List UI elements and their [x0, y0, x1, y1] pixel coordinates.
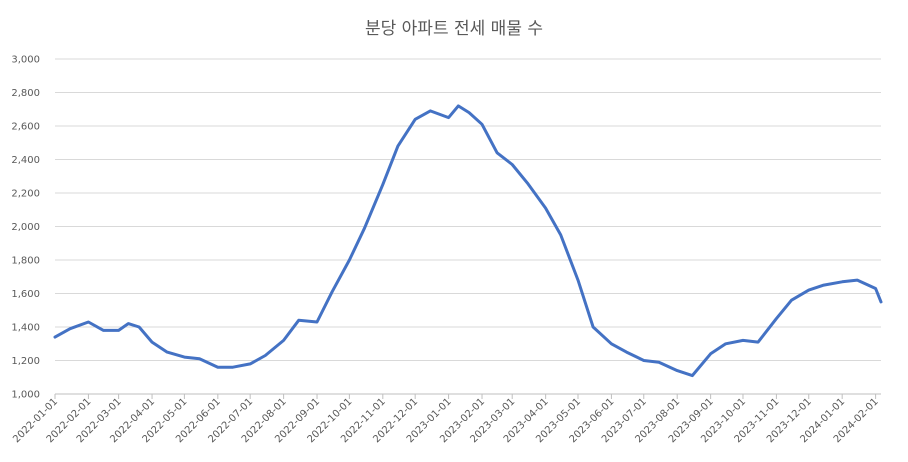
y-tick-label: 1,200: [11, 356, 40, 367]
y-tick-label: 2,800: [11, 88, 40, 99]
y-tick-label: 1,600: [11, 289, 40, 300]
y-tick-label: 2,600: [11, 122, 40, 133]
y-tick-label: 2,200: [11, 189, 40, 200]
y-tick-label: 1,400: [11, 323, 40, 334]
y-tick-label: 1,000: [11, 390, 40, 401]
y-tick-label: 2,400: [11, 155, 40, 166]
chart-title: 분당 아파트 전세 매물 수: [364, 19, 543, 39]
series-line: [53, 104, 883, 378]
y-tick-label: 1,800: [11, 256, 40, 267]
y-tick-label: 2,000: [11, 222, 40, 233]
y-tick-label: 3,000: [11, 55, 40, 66]
